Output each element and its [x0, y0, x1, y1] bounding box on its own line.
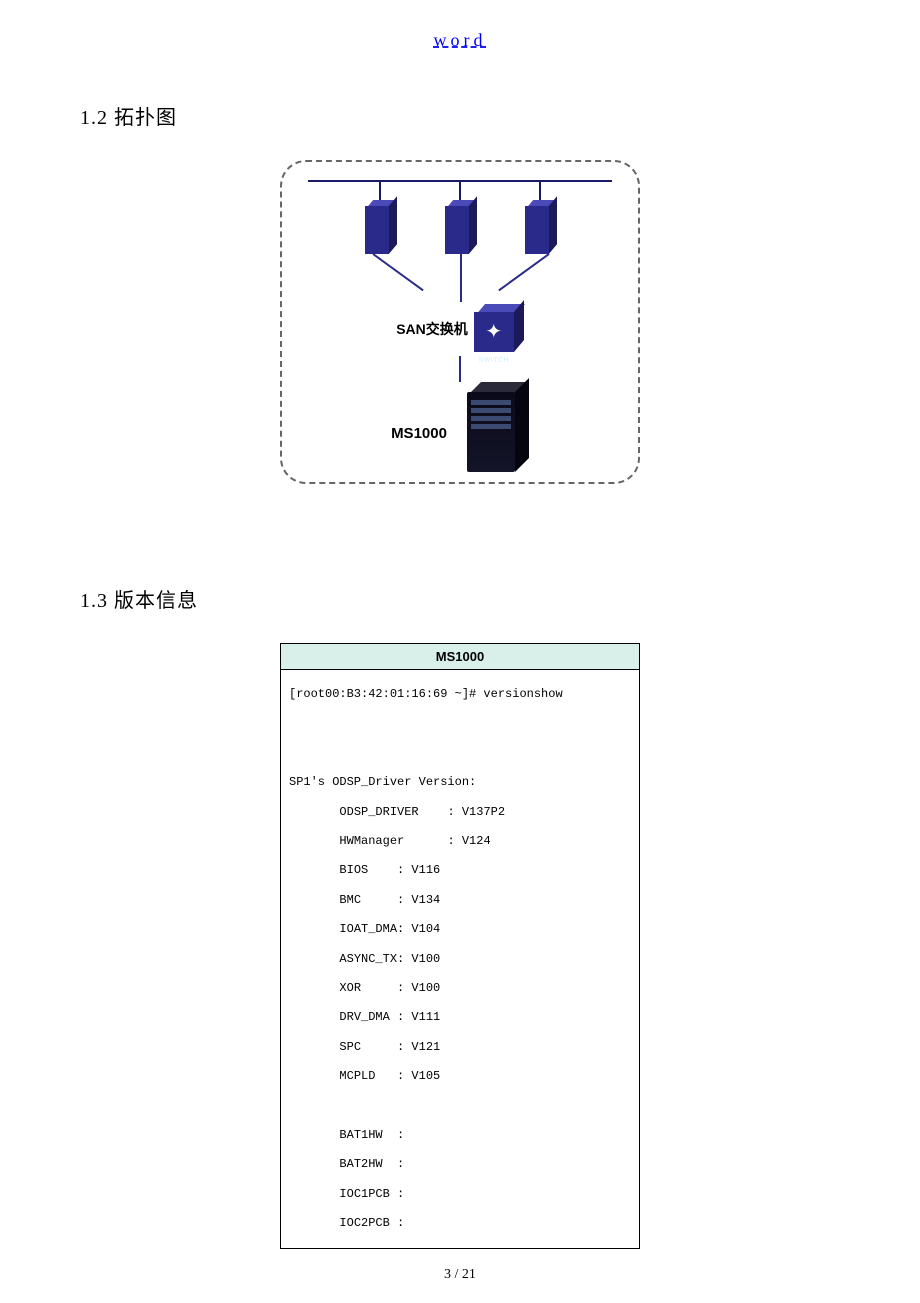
server-node: [525, 200, 555, 254]
version-table: MS1000 [root00:B3:42:01:16:69 ~]# versio…: [280, 643, 640, 1249]
server-row: [340, 200, 580, 254]
shell-prompt: [root00:B3:42:01:16:69 ~]# versionshow: [289, 687, 563, 701]
storage-row: MS1000: [300, 382, 620, 472]
document-page: word 1.2 拓扑图: [0, 0, 920, 1303]
drop-line: [459, 182, 461, 202]
version-row: IOAT_DMA: V104: [339, 922, 440, 936]
section-1-2-title: 1.2 拓扑图: [80, 101, 840, 130]
version-table-body: [root00:B3:42:01:16:69 ~]# versionshow S…: [281, 670, 639, 1248]
version-row: BIOS : V116: [339, 863, 440, 877]
header-word-link[interactable]: word: [80, 30, 840, 51]
server-node: [365, 200, 395, 254]
version-row: DRV_DMA : V111: [339, 1010, 440, 1024]
version-section-label: SP1's ODSP_Driver Version:: [289, 775, 476, 789]
version-row: MCPLD : V105: [339, 1069, 440, 1083]
version-row: ASYNC_TX: V100: [339, 952, 440, 966]
storage-node: [467, 382, 529, 472]
san-switch-node: ✦ SWITCH: [474, 304, 524, 354]
switch-text: SWITCH: [474, 357, 514, 364]
version-row: SPC : V121: [339, 1040, 440, 1054]
version-row: IOC1PCB :: [339, 1187, 404, 1201]
server-node: [445, 200, 475, 254]
storage-label: MS1000: [391, 425, 447, 472]
topology-diagram: SAN交换机 ✦ SWITCH MS1000: [280, 160, 640, 484]
version-row: BMC : V134: [339, 893, 440, 907]
switch-arrows-icon: ✦: [485, 322, 502, 342]
version-row: IOC2PCB :: [339, 1216, 404, 1230]
switch-row: SAN交换机 ✦ SWITCH: [300, 304, 620, 354]
drop-line: [539, 182, 541, 202]
topology-diagram-container: SAN交换机 ✦ SWITCH MS1000: [80, 160, 840, 484]
drop-line: [379, 182, 381, 202]
page-number: 3 / 21: [80, 1267, 840, 1283]
section-1-3-title: 1.3 版本信息: [80, 584, 840, 613]
version-row: ODSP_DRIVER : V137P2: [339, 805, 505, 819]
version-row: HWManager : V124: [339, 834, 490, 848]
link-to-storage: [459, 356, 461, 382]
version-table-header: MS1000: [281, 644, 639, 670]
san-switch-label: SAN交换机: [396, 319, 468, 339]
version-row: BAT1HW :: [339, 1128, 404, 1142]
version-row: XOR : V100: [339, 981, 440, 995]
version-row: BAT2HW :: [339, 1157, 404, 1171]
bus-drops: [340, 182, 580, 202]
links-to-switch: [300, 254, 620, 304]
